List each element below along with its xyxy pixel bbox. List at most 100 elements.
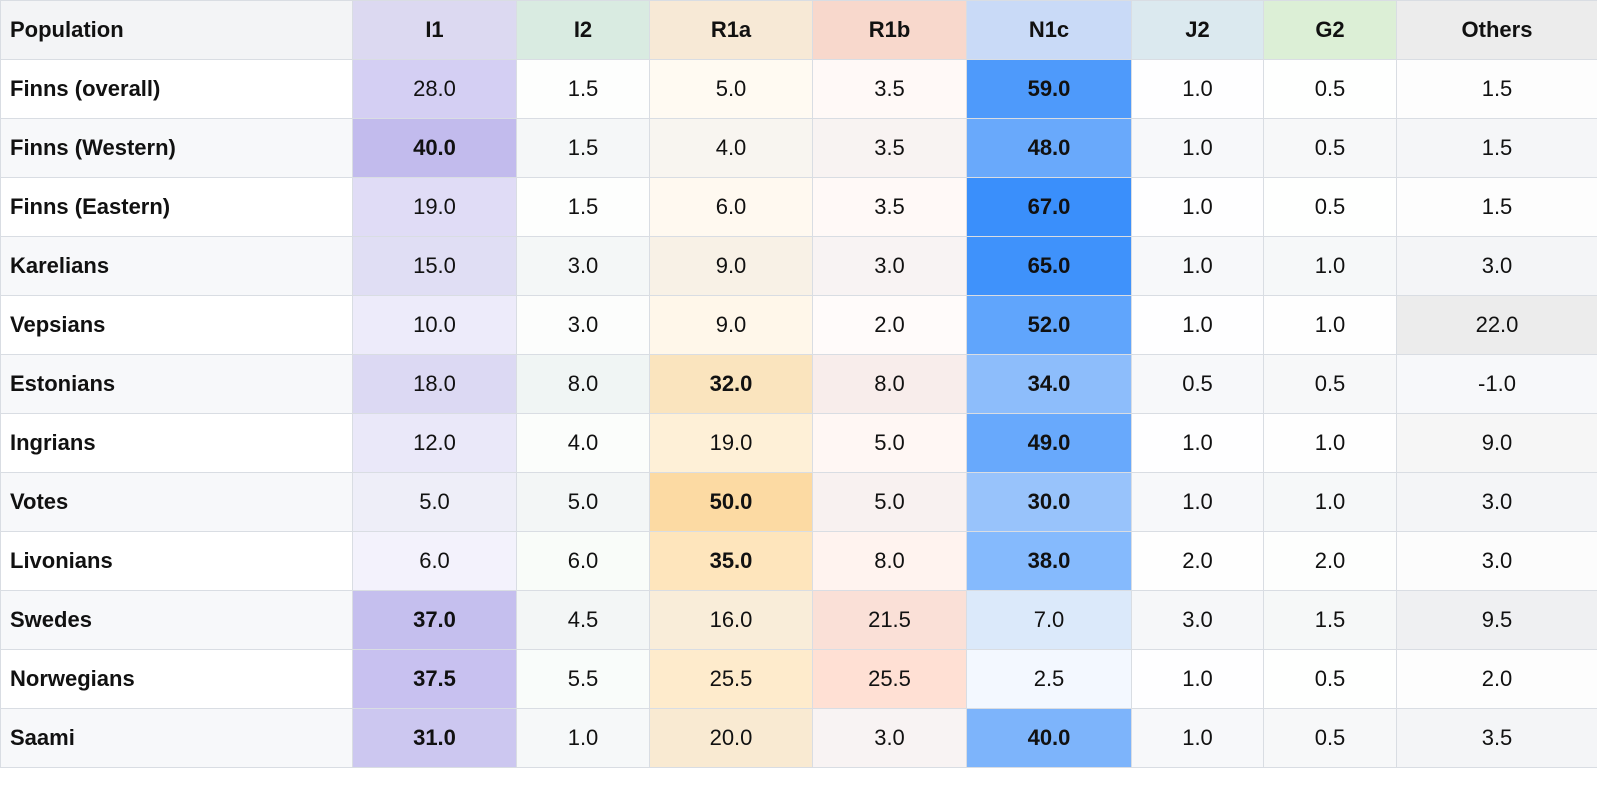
value-cell-r1a: 20.0 (649, 708, 813, 768)
table-row: Finns (Western) 40.0 1.5 4.0 3.5 48.0 1.0 0.5 1.… (0, 118, 1597, 178)
value-cell-r1a: 16.0 (649, 590, 813, 650)
value-cell-i2: 5.0 (516, 472, 650, 532)
value-cell-j2: 1.0 (1131, 413, 1264, 473)
value-cell-r1a: 25.5 (649, 649, 813, 709)
population-cell: Votes (0, 472, 353, 532)
value-cell-others: 22.0 (1396, 295, 1597, 355)
value-cell-r1b: 21.5 (812, 590, 967, 650)
value-cell-r1a: 9.0 (649, 236, 813, 296)
table-row: Livonians 6.0 6.0 35.0 8.0 38.0 2.0 2.0 3.0 (0, 531, 1597, 591)
value-cell-i2: 3.0 (516, 295, 650, 355)
value-cell-others: 3.0 (1396, 531, 1597, 591)
population-cell: Finns (Eastern) (0, 177, 353, 237)
value-cell-j2: 0.5 (1131, 354, 1264, 414)
column-header-population: Population (0, 0, 353, 60)
column-header-g2: G2 (1263, 0, 1397, 60)
value-cell-others: 2.0 (1396, 649, 1597, 709)
population-cell: Vepsians (0, 295, 353, 355)
table-row: Vepsians 10.0 3.0 9.0 2.0 52.0 1.0 1.0 22.0 (0, 295, 1597, 355)
value-cell-r1b: 8.0 (812, 354, 967, 414)
value-cell-n1c: 65.0 (966, 236, 1132, 296)
value-cell-j2: 1.0 (1131, 295, 1264, 355)
haplogroup-table: Population I1 I2 R1a R1b N1c J2 G2 Other… (0, 0, 1597, 768)
value-cell-i1: 31.0 (352, 708, 517, 768)
value-cell-g2: 0.5 (1263, 118, 1397, 178)
value-cell-r1a: 35.0 (649, 531, 813, 591)
value-cell-r1b: 5.0 (812, 472, 967, 532)
value-cell-j2: 2.0 (1131, 531, 1264, 591)
value-cell-r1a: 9.0 (649, 295, 813, 355)
value-cell-n1c: 59.0 (966, 59, 1132, 119)
value-cell-i1: 5.0 (352, 472, 517, 532)
value-cell-j2: 1.0 (1131, 59, 1264, 119)
value-cell-others: -1.0 (1396, 354, 1597, 414)
value-cell-i2: 1.5 (516, 59, 650, 119)
value-cell-g2: 0.5 (1263, 708, 1397, 768)
value-cell-i2: 5.5 (516, 649, 650, 709)
column-header-r1a: R1a (649, 0, 813, 60)
value-cell-others: 9.5 (1396, 590, 1597, 650)
value-cell-i1: 28.0 (352, 59, 517, 119)
value-cell-i1: 12.0 (352, 413, 517, 473)
table-row: Estonians 18.0 8.0 32.0 8.0 34.0 0.5 0.5 -1.0 (0, 354, 1597, 414)
value-cell-others: 3.5 (1396, 708, 1597, 768)
value-cell-r1b: 3.0 (812, 236, 967, 296)
value-cell-i1: 15.0 (352, 236, 517, 296)
value-cell-others: 3.0 (1396, 472, 1597, 532)
value-cell-others: 9.0 (1396, 413, 1597, 473)
value-cell-j2: 3.0 (1131, 590, 1264, 650)
value-cell-others: 1.5 (1396, 177, 1597, 237)
value-cell-g2: 1.0 (1263, 413, 1397, 473)
value-cell-i2: 6.0 (516, 531, 650, 591)
value-cell-n1c: 30.0 (966, 472, 1132, 532)
table-row: Karelians 15.0 3.0 9.0 3.0 65.0 1.0 1.0 3.0 (0, 236, 1597, 296)
value-cell-i2: 1.5 (516, 118, 650, 178)
table-row: Finns (overall) 28.0 1.5 5.0 3.5 59.0 1.0 0.5 1.… (0, 59, 1597, 119)
value-cell-n1c: 7.0 (966, 590, 1132, 650)
value-cell-r1b: 2.0 (812, 295, 967, 355)
value-cell-j2: 1.0 (1131, 472, 1264, 532)
table-body: Finns (overall) 28.0 1.5 5.0 3.5 59.0 1.0 0.5 1.… (0, 59, 1597, 768)
value-cell-r1b: 3.5 (812, 177, 967, 237)
value-cell-n1c: 40.0 (966, 708, 1132, 768)
value-cell-r1b: 3.5 (812, 118, 967, 178)
column-header-r1b: R1b (812, 0, 967, 60)
table-row: Finns (Eastern) 19.0 1.5 6.0 3.5 67.0 1.0 0.5 1.… (0, 177, 1597, 237)
value-cell-others: 3.0 (1396, 236, 1597, 296)
value-cell-i2: 1.0 (516, 708, 650, 768)
value-cell-i2: 4.0 (516, 413, 650, 473)
value-cell-i1: 40.0 (352, 118, 517, 178)
value-cell-r1b: 5.0 (812, 413, 967, 473)
value-cell-r1b: 3.0 (812, 708, 967, 768)
value-cell-j2: 1.0 (1131, 177, 1264, 237)
column-header-n1c: N1c (966, 0, 1132, 60)
table-row: Norwegians 37.5 5.5 25.5 25.5 2.5 1.0 0.5 2.0 (0, 649, 1597, 709)
value-cell-g2: 1.0 (1263, 236, 1397, 296)
value-cell-n1c: 34.0 (966, 354, 1132, 414)
value-cell-r1b: 3.5 (812, 59, 967, 119)
population-cell: Estonians (0, 354, 353, 414)
value-cell-i2: 4.5 (516, 590, 650, 650)
table-row: Ingrians 12.0 4.0 19.0 5.0 49.0 1.0 1.0 9.0 (0, 413, 1597, 473)
header-row: Population I1 I2 R1a R1b N1c J2 G2 Other… (0, 0, 1597, 60)
value-cell-j2: 1.0 (1131, 708, 1264, 768)
value-cell-n1c: 67.0 (966, 177, 1132, 237)
value-cell-g2: 1.0 (1263, 472, 1397, 532)
value-cell-g2: 1.5 (1263, 590, 1397, 650)
value-cell-r1b: 8.0 (812, 531, 967, 591)
population-cell: Livonians (0, 531, 353, 591)
value-cell-i1: 37.0 (352, 590, 517, 650)
value-cell-r1a: 6.0 (649, 177, 813, 237)
value-cell-i2: 8.0 (516, 354, 650, 414)
column-header-i1: I1 (352, 0, 517, 60)
value-cell-others: 1.5 (1396, 59, 1597, 119)
value-cell-r1a: 4.0 (649, 118, 813, 178)
value-cell-n1c: 49.0 (966, 413, 1132, 473)
value-cell-g2: 0.5 (1263, 649, 1397, 709)
value-cell-i1: 10.0 (352, 295, 517, 355)
value-cell-n1c: 48.0 (966, 118, 1132, 178)
value-cell-j2: 1.0 (1131, 236, 1264, 296)
value-cell-j2: 1.0 (1131, 649, 1264, 709)
value-cell-g2: 0.5 (1263, 354, 1397, 414)
value-cell-i1: 37.5 (352, 649, 517, 709)
